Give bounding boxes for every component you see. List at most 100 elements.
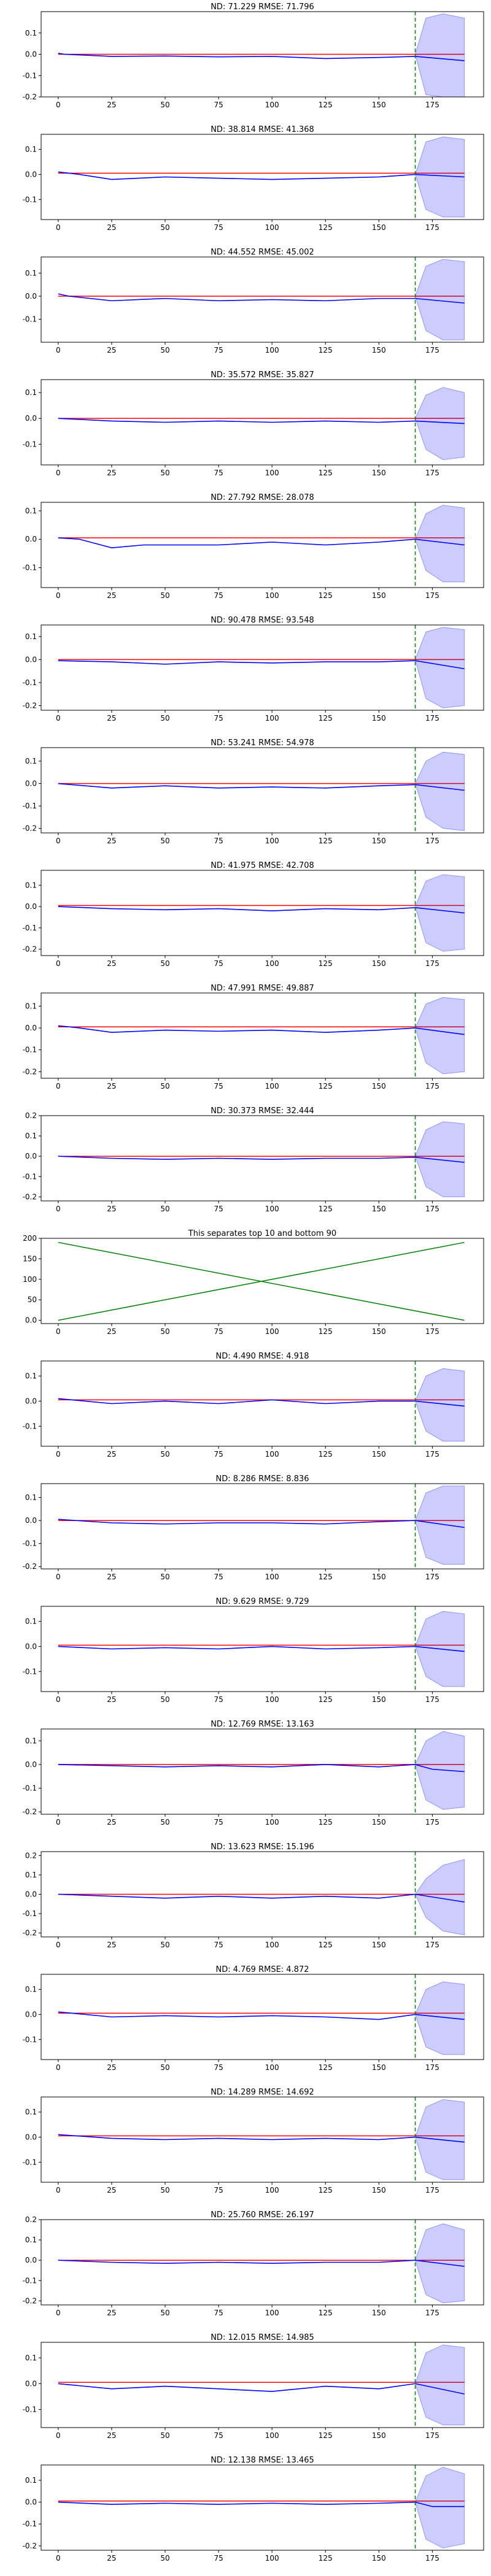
axes-frame (41, 502, 484, 588)
y-tick-label: 0.0 (25, 170, 37, 178)
x-tick-label: 175 (425, 1818, 439, 1827)
plot-area (58, 1974, 465, 2060)
chart-panel: ND: 44.552 RMSE: 45.002 0 25 50 75 100 125 150 1… (23, 248, 484, 355)
chart-panel: ND: 53.241 RMSE: 54.978 0 25 50 75 100 125 150 1… (23, 738, 484, 845)
x-tick-label: 175 (425, 2431, 439, 2440)
prediction-interval (415, 387, 465, 461)
x-tick-label: 25 (107, 1941, 116, 1949)
x-tick-label: 75 (214, 591, 223, 600)
x-tick-label: 125 (319, 1327, 333, 1336)
chart-title: ND: 14.289 RMSE: 14.692 (211, 2088, 314, 2097)
chart-panel: ND: 47.991 RMSE: 49.887 0 25 50 75 100 125 150 1… (23, 984, 484, 1091)
x-tick-label: 75 (214, 1573, 223, 1581)
chart-panel: ND: 8.286 RMSE: 8.836 0 25 50 75 100 125 150 175… (23, 1474, 484, 1581)
x-tick-label: 175 (425, 1327, 439, 1336)
y-tick-label: 0.1 (25, 145, 37, 154)
forecast-line (58, 1893, 465, 1903)
y-tick-label: -0.1 (23, 564, 37, 572)
x-tick-label: 75 (214, 101, 223, 109)
chart-title: ND: 41.975 RMSE: 42.708 (211, 861, 314, 870)
y-tick-label: -0.1 (23, 315, 37, 323)
y-tick-label: 0.1 (25, 1002, 37, 1010)
y-tick-label: 0.1 (25, 269, 37, 277)
y-tick-label: -0.1 (23, 1909, 37, 1918)
x-tick-label: 125 (319, 1573, 333, 1581)
x-tick-label: 150 (372, 1695, 386, 1704)
x-tick-label: 0 (56, 346, 61, 355)
y-tick-label: 0.0 (25, 292, 37, 301)
forecast-line (58, 537, 465, 548)
axes-frame (41, 1360, 484, 1447)
y-tick-label: 0.0 (25, 902, 37, 911)
y-tick-label: 0.1 (25, 388, 37, 397)
x-tick-label: 0 (56, 2063, 61, 2072)
y-tick-label: 0.1 (25, 1871, 37, 1879)
chart-title: ND: 25.760 RMSE: 26.197 (211, 2210, 314, 2220)
forecast-line (58, 1646, 465, 1652)
x-tick-label: 150 (372, 959, 386, 968)
plot-area (58, 870, 465, 956)
x-tick-label: 50 (160, 1695, 169, 1704)
x-tick-label: 100 (265, 101, 279, 109)
plot-area (58, 1484, 465, 1569)
x-tick-label: 0 (56, 1082, 61, 1091)
x-tick-label: 25 (107, 2063, 116, 2072)
y-tick-label: -0.1 (23, 2276, 37, 2285)
chart-panel: ND: 13.623 RMSE: 15.196 0 25 50 75 100 125 150 1… (23, 1842, 484, 1949)
chart-panel: ND: 4.769 RMSE: 4.872 0 25 50 75 100 125 150 175… (23, 1965, 484, 2072)
plot-area (58, 2220, 465, 2305)
x-tick-label: 100 (265, 1205, 279, 1213)
x-tick-label: 75 (214, 2309, 223, 2317)
chart-title: ND: 27.792 RMSE: 28.078 (211, 493, 314, 502)
y-tick-label: -0.1 (23, 1784, 37, 1793)
x-tick-label: 125 (319, 1695, 333, 1704)
y-tick-label: 0.1 (25, 29, 37, 37)
y-tick-label: 0.1 (25, 1617, 37, 1626)
x-tick-label: 175 (425, 223, 439, 232)
x-tick-label: 50 (160, 2431, 169, 2440)
forecast-line (58, 293, 465, 304)
x-tick-label: 150 (372, 2554, 386, 2563)
y-tick-label: -0.2 (23, 93, 37, 101)
x-tick-label: 50 (160, 223, 169, 232)
x-tick-label: 175 (425, 2554, 439, 2563)
chart-title: ND: 38.814 RMSE: 41.368 (211, 125, 314, 134)
x-tick-label: 50 (160, 837, 169, 845)
x-tick-label: 150 (372, 101, 386, 109)
x-tick-label: 150 (372, 2063, 386, 2072)
chart-panel: ND: 12.138 RMSE: 13.465 0 25 50 75 100 125 150 1… (23, 2456, 484, 2563)
forecast-line (58, 2011, 465, 2020)
chart-title: ND: 12.015 RMSE: 14.985 (211, 2333, 314, 2342)
x-tick-label: 125 (319, 1082, 333, 1091)
y-tick-label: 0.0 (25, 1024, 37, 1032)
x-tick-label: 100 (265, 2554, 279, 2563)
x-tick-label: 25 (107, 1450, 116, 1459)
y-tick-label: 0.1 (25, 1372, 37, 1381)
x-tick-label: 50 (160, 1573, 169, 1581)
y-tick-label: 0.0 (25, 414, 37, 423)
forecast-line (58, 171, 465, 180)
x-tick-label: 75 (214, 1082, 223, 1091)
x-tick-label: 0 (56, 837, 61, 845)
x-tick-label: 50 (160, 959, 169, 968)
x-tick-label: 125 (319, 2063, 333, 2072)
axes-frame (41, 379, 484, 466)
y-tick-label: 0.1 (25, 2476, 37, 2485)
axes-frame (41, 1974, 484, 2060)
x-tick-label: 150 (372, 469, 386, 477)
y-tick-label: -0.1 (23, 440, 37, 448)
prediction-interval (415, 136, 465, 218)
x-tick-label: 175 (425, 346, 439, 355)
chart-title: ND: 13.623 RMSE: 15.196 (211, 1842, 314, 1852)
x-tick-label: 0 (56, 2309, 61, 2317)
prediction-interval (414, 1858, 465, 1936)
chart-title: ND: 30.373 RMSE: 32.444 (211, 1106, 314, 1116)
y-tick-label: 0.0 (25, 2256, 37, 2264)
x-tick-label: 100 (265, 837, 279, 845)
x-tick-label: 150 (372, 1941, 386, 1949)
prediction-interval (415, 2467, 465, 2548)
y-tick-label: -0.2 (23, 1562, 37, 1571)
x-tick-label: 25 (107, 959, 116, 968)
axes-frame (41, 992, 484, 1079)
x-tick-label: 0 (56, 1818, 61, 1827)
